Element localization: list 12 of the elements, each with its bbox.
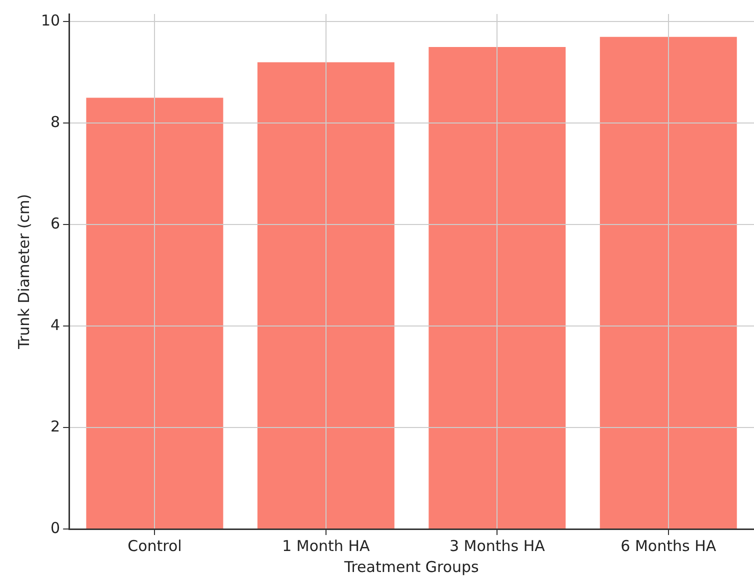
x-tick-label: 6 Months HA bbox=[620, 536, 717, 555]
x-tick-label: Control bbox=[128, 536, 182, 555]
x-axis-title: Treatment Groups bbox=[343, 558, 480, 576]
x-tick-label: 3 Months HA bbox=[449, 536, 546, 555]
y-tick-label: 0 bbox=[50, 518, 60, 537]
y-tick-label: 10 bbox=[40, 12, 60, 30]
y-tick-label: 8 bbox=[50, 112, 60, 131]
y-axis-title: Trunk Diameter (cm) bbox=[14, 194, 33, 350]
y-tick-label: 4 bbox=[50, 316, 60, 334]
y-tick-label: 6 bbox=[50, 214, 60, 232]
x-tick-label: 1 Month HA bbox=[282, 536, 370, 555]
y-tick-label: 2 bbox=[50, 417, 60, 436]
